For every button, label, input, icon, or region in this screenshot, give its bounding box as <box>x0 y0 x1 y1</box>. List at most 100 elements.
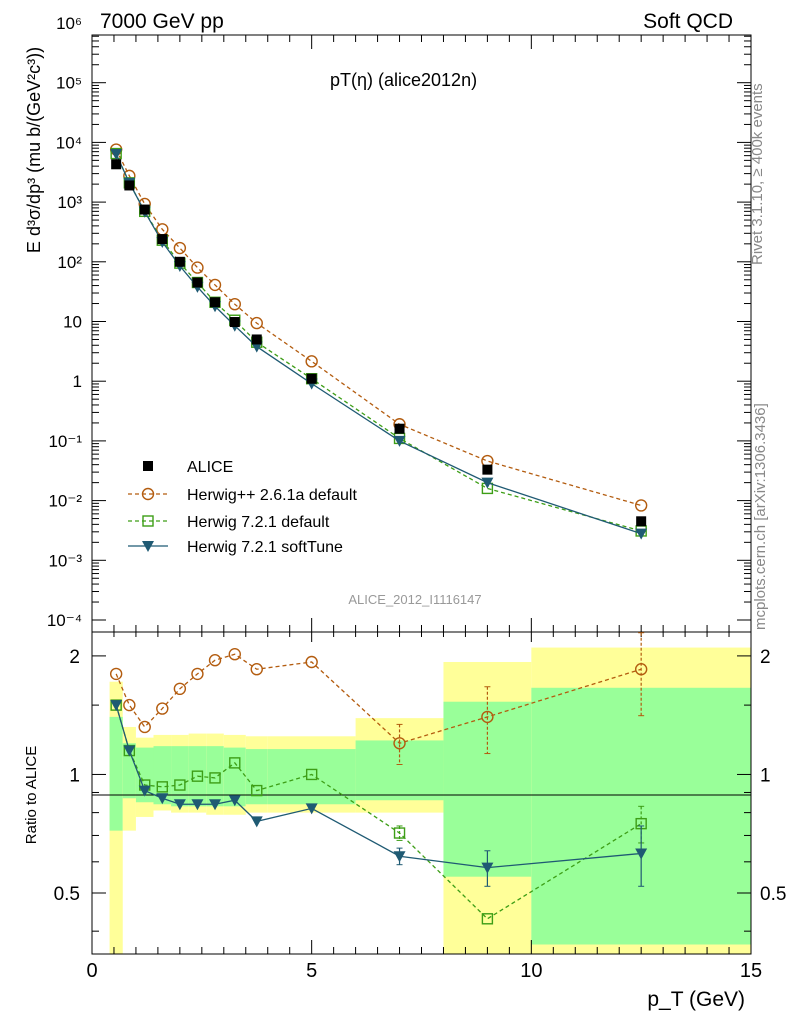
ratio-point <box>109 667 123 681</box>
data-point <box>482 464 493 475</box>
ratio-tick-label: 0.5 <box>54 884 80 905</box>
data-point <box>124 180 135 191</box>
ratio-tick-label-right: 0.5 <box>760 884 786 905</box>
data-point <box>191 261 204 274</box>
header-left: 7000 GeV pp <box>100 10 224 33</box>
legend-label: ALICE <box>187 459 233 476</box>
ratio-point <box>156 702 169 715</box>
axis-tick-labels: 10⁻⁴ 10⁻³ 10⁻² 10⁻¹ 1 10 10² 10³ 10⁴ 10⁵ 10⁶ 0 5 10 15… <box>47 14 786 982</box>
y-tick-label: 1 <box>73 372 82 391</box>
ratio-point <box>110 700 123 712</box>
ratio-line <box>115 653 642 744</box>
ratio-point <box>191 799 204 811</box>
ratio-point <box>123 698 136 712</box>
y-tick-label: 10⁶ <box>56 14 82 33</box>
data-point <box>229 317 240 328</box>
data-point <box>174 256 185 267</box>
series-line <box>115 153 642 535</box>
ratio-point <box>393 737 406 750</box>
green-band-bin <box>206 746 224 807</box>
y-tick-label: 10 <box>63 313 82 332</box>
plot-title-text: pT(η) (alice2012n) <box>330 70 477 90</box>
ratio-point <box>393 827 406 839</box>
green-band-bin <box>109 716 123 831</box>
series-line <box>115 149 642 507</box>
ratio-series-herwig-7-2-1-softtune <box>110 700 648 887</box>
x-tick-label: 5 <box>306 960 317 982</box>
ratio-tick-label-right: 1 <box>760 765 771 786</box>
data-point <box>306 373 317 384</box>
ratio-point <box>191 667 204 681</box>
legend-label: Herwig 7.2.1 default <box>187 514 330 531</box>
y-axis-label: E d³σ/dp³ (mu b/(GeV²c³)) <box>24 47 44 253</box>
y-tick-label: 10⁴ <box>56 133 82 152</box>
ratio-point <box>174 779 186 791</box>
y-tick-label: 10⁻¹ <box>48 432 82 451</box>
legend-entry: ALICE <box>143 459 233 476</box>
plot-title: pT(η) (alice2012n) <box>330 70 477 90</box>
data-point <box>110 148 123 160</box>
ratio-point <box>228 648 241 661</box>
ratio-point <box>481 913 494 925</box>
ratio-tick-label-right: 2 <box>760 647 771 668</box>
data-point <box>139 204 150 215</box>
ratio-point <box>209 799 222 811</box>
mcplots-note: mcplots.cern.ch [arXiv:1306.3436] <box>752 403 769 630</box>
data-point <box>634 499 648 512</box>
ratio-tick-label: 2 <box>69 647 80 668</box>
ratio-point <box>191 770 204 782</box>
ratio-y-label: Ratio to ALICE <box>23 746 40 844</box>
legend-marker <box>143 461 153 471</box>
series-herwig-7-2-1-softtune <box>110 148 648 540</box>
ratio-point <box>634 663 648 676</box>
data-point <box>635 528 648 540</box>
data-point <box>250 316 263 330</box>
header-right: Soft QCD <box>643 10 733 33</box>
legend-marker <box>142 541 154 552</box>
y-tick-label: 10⁻² <box>48 492 82 511</box>
y-tick-label: 10² <box>57 253 82 272</box>
mcplots-note-text: mcplots.cern.ch [arXiv:1306.3436] <box>752 403 769 630</box>
ratio-point <box>156 793 169 805</box>
ratio-point <box>635 848 648 860</box>
ratio-point <box>251 784 263 797</box>
legend-label: Herwig 7.2.1 softTune <box>187 539 343 556</box>
rivet-note: Rivet 3.1.10, ≥ 400k events <box>749 83 766 265</box>
legend-marker <box>142 515 154 527</box>
y-tick-label: 10⁻³ <box>48 551 82 570</box>
legend-label: Herwig++ 2.6.1a default <box>187 487 357 504</box>
ratio-point <box>393 851 406 863</box>
ratio-point <box>481 862 494 874</box>
green-band-bin <box>531 687 751 945</box>
legend: ALICE Herwig++ 2.6.1a default Herwig 7.2.1… <box>128 459 357 556</box>
series-herwig-7-2-1-default <box>110 147 647 537</box>
data-point <box>481 477 494 489</box>
x-tick-label: 0 <box>86 960 97 982</box>
ratio-point <box>209 772 221 784</box>
ratio-point <box>305 803 318 815</box>
ratio-point <box>305 655 318 669</box>
ratio-point <box>481 710 494 724</box>
ratio-point <box>138 785 151 797</box>
y-tick-label: 10⁻⁴ <box>47 611 82 630</box>
series-herwig-2-6-1a-default <box>109 143 648 512</box>
ratio-y-label-text: Ratio to ALICE <box>23 746 40 844</box>
x-axis-label: p_T (GeV) <box>647 988 745 1011</box>
data-point <box>228 297 241 311</box>
ratio-point <box>123 745 136 757</box>
ratio-point <box>173 682 187 696</box>
ratio-point <box>228 795 241 807</box>
x-tick-label: 15 <box>740 960 762 982</box>
data-point <box>394 423 405 434</box>
ratio-point <box>250 663 263 676</box>
green-band-bin <box>122 743 136 799</box>
data-point <box>192 277 203 288</box>
ratio-tick-label: 1 <box>69 765 80 786</box>
x-tick-label: 10 <box>520 960 542 982</box>
ratio-point <box>305 768 318 781</box>
ratio-point <box>229 757 241 769</box>
ratio-uncertainty-bands <box>109 647 751 954</box>
data-point <box>208 278 222 292</box>
data-series <box>109 143 648 925</box>
